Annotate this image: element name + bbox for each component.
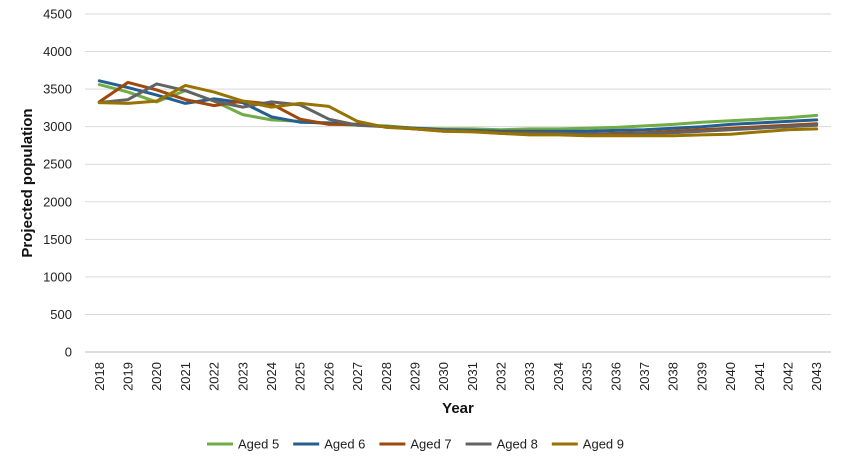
y-tick-label: 3500 [43,82,72,97]
legend-label-aged-7: Aged 7 [410,437,451,452]
x-tick-label: 2037 [637,362,652,391]
x-tick-label: 2032 [494,362,509,391]
legend-label-aged-8: Aged 8 [497,437,538,452]
x-tick-label: 2041 [752,362,767,391]
x-tick-label: 2026 [321,362,336,391]
series-lines [97,79,819,138]
legend-label-aged-6: Aged 6 [324,437,365,452]
y-axis-ticks: 0 500 1000 1500 2000 2500 3000 3500 4000 4500 [43,7,72,360]
x-tick-label: 2031 [465,362,480,391]
x-tick-label: 2028 [379,362,394,391]
y-tick-label: 4000 [43,44,72,59]
y-tick-label: 1000 [43,269,72,284]
x-tick-label: 2039 [694,362,709,391]
x-tick-label: 2023 [235,362,250,391]
x-tick-label: 2043 [809,362,824,391]
legend-label-aged-5: Aged 5 [238,437,279,452]
x-tick-label: 2021 [178,362,193,391]
x-tick-label: 2034 [551,362,566,391]
y-tick-label: 2000 [43,194,72,209]
x-tick-label: 2020 [149,362,164,391]
y-tick-label: 4500 [43,7,72,22]
y-tick-label: 500 [50,307,72,322]
x-tick-label: 2018 [92,362,107,391]
x-tick-label: 2033 [522,362,537,391]
x-tick-label: 2029 [407,362,422,391]
x-tick-label: 2019 [121,362,136,391]
x-tick-label: 2042 [780,362,795,391]
legend-label-aged-9: Aged 9 [583,437,624,452]
x-tick-label: 2035 [580,362,595,391]
x-tick-label: 2027 [350,362,365,391]
y-tick-label: 0 [65,345,72,360]
series-line-aged-6 [97,79,819,133]
x-axis-ticks: 2018 2019 2020 2021 2022 2023 2024 2025 2026 2027… [92,362,824,391]
x-tick-label: 2030 [436,362,451,391]
y-tick-label: 3000 [43,119,72,134]
gridlines [85,13,831,353]
y-axis-title: Projected population [19,108,36,257]
x-tick-label: 2024 [264,362,279,391]
x-tick-label: 2036 [608,362,623,391]
x-axis-title: Year [442,400,474,417]
x-tick-label: 2022 [207,362,222,391]
x-tick-label: 2025 [293,362,308,391]
x-tick-label: 2038 [666,362,681,391]
y-tick-label: 1500 [43,232,72,247]
legend: Aged 5 Aged 6 Aged 7 Aged 8 Aged 9 [207,437,624,452]
x-tick-label: 2040 [723,362,738,391]
series-line-aged-9 [97,83,819,138]
y-tick-label: 2500 [43,157,72,172]
